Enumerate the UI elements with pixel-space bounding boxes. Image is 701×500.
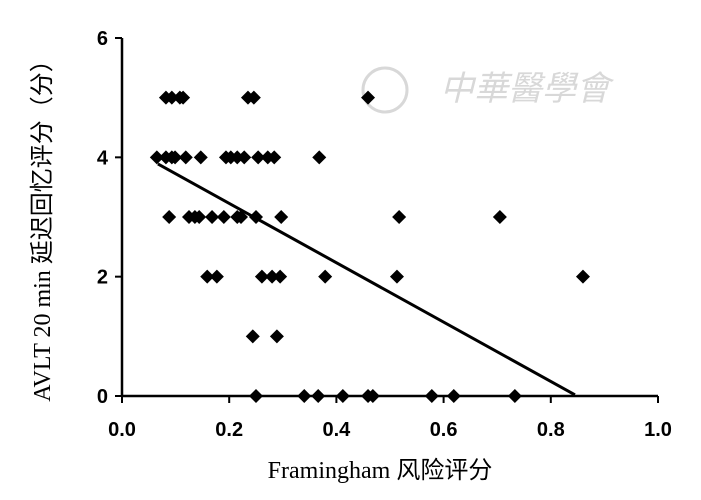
point (389, 269, 404, 284)
y-tick-label: 0 (97, 386, 108, 408)
x-axis-label: Framingham 风险评分 (268, 457, 493, 484)
point (269, 329, 284, 344)
x-tick-label: 0.0 (108, 419, 136, 441)
y-tick-label: 4 (97, 147, 109, 169)
point (249, 389, 263, 403)
point (297, 389, 312, 403)
point (507, 389, 522, 403)
point (209, 269, 224, 284)
point (312, 150, 327, 165)
x-tick-label: 0.4 (322, 419, 351, 441)
x-tick-label: 0.8 (537, 419, 565, 441)
point (176, 90, 191, 105)
point (149, 150, 164, 165)
point (492, 210, 507, 224)
point (216, 210, 231, 224)
watermark: 中華醫學會 (440, 69, 615, 109)
point (192, 210, 207, 224)
x-tick-label: 0.6 (430, 419, 458, 441)
point (318, 269, 333, 284)
point (251, 150, 266, 165)
point (335, 389, 350, 403)
y-axis-label: AVLT 20 min 延迟回忆评分（分） (29, 48, 56, 402)
fit-line (157, 162, 576, 397)
point (193, 150, 208, 165)
point (168, 150, 183, 165)
point (254, 269, 269, 284)
point (200, 269, 215, 284)
point (237, 150, 252, 165)
point (245, 329, 260, 344)
point (274, 210, 289, 224)
point (446, 389, 461, 403)
x-tick-label: 1.0 (644, 419, 672, 441)
point (205, 210, 220, 224)
point (392, 210, 407, 224)
point (365, 389, 380, 403)
point (273, 269, 288, 284)
point (424, 389, 439, 403)
point (361, 90, 376, 105)
y-tick-label: 6 (97, 28, 108, 50)
point (178, 150, 193, 165)
point (162, 210, 177, 224)
x-tick-label: 0.2 (215, 419, 243, 441)
watermark-logo (361, 66, 409, 114)
point (267, 150, 282, 165)
point (164, 90, 179, 105)
point (575, 269, 590, 284)
y-tick-label: 2 (97, 267, 108, 289)
point (246, 90, 261, 105)
point (265, 269, 280, 284)
point (311, 389, 326, 403)
